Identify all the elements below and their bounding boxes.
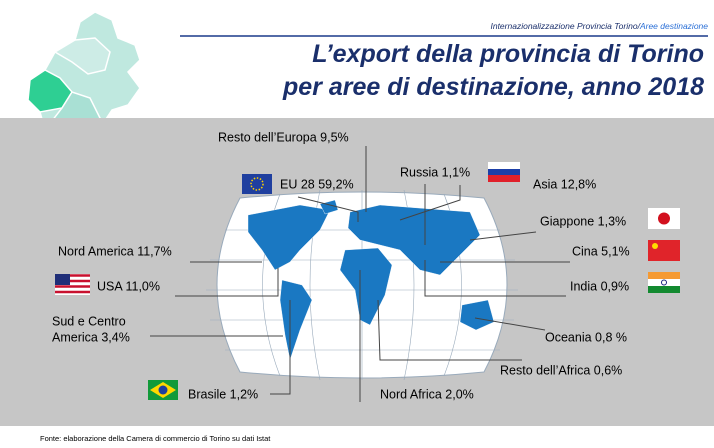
label: EU 28 59,2% [280, 177, 354, 191]
label: Nord America 11,7% [58, 244, 172, 258]
label: Resto dell’Europa 9,5% [218, 130, 349, 144]
label: India 0,9% [570, 279, 629, 293]
label: USA 11,0% [97, 279, 160, 293]
label: Sud e Centro [52, 314, 126, 328]
flag-japan [648, 208, 680, 229]
title-line1: L’export della provincia di Torino [312, 40, 704, 68]
flag-brazil [148, 380, 178, 400]
label: Oceania 0,8 % [545, 330, 627, 344]
title-line2: per aree di destinazione, anno 2018 [282, 73, 704, 101]
label: America 3,4% [52, 330, 130, 344]
label: Brasile 1,2% [188, 387, 258, 401]
breadcrumb: Internazionalizzazione Provincia Torino/… [490, 21, 708, 31]
label: Resto dell’Africa 0,6% [500, 363, 622, 377]
leader-lines [150, 146, 570, 402]
flag-russia [488, 162, 520, 182]
world-map [206, 189, 518, 381]
flag-usa [55, 274, 90, 295]
label: Russia 1,1% [400, 165, 470, 179]
label: Giappone 1,3% [540, 214, 626, 228]
flag-india [648, 272, 680, 293]
label: Nord Africa 2,0% [380, 387, 474, 401]
label: Asia 12,8% [533, 177, 596, 191]
flag-china [648, 240, 680, 261]
source: Fonte: elaborazione della Camera di comm… [40, 434, 271, 443]
label: Cina 5,1% [572, 244, 630, 258]
flag-eu [242, 174, 272, 194]
